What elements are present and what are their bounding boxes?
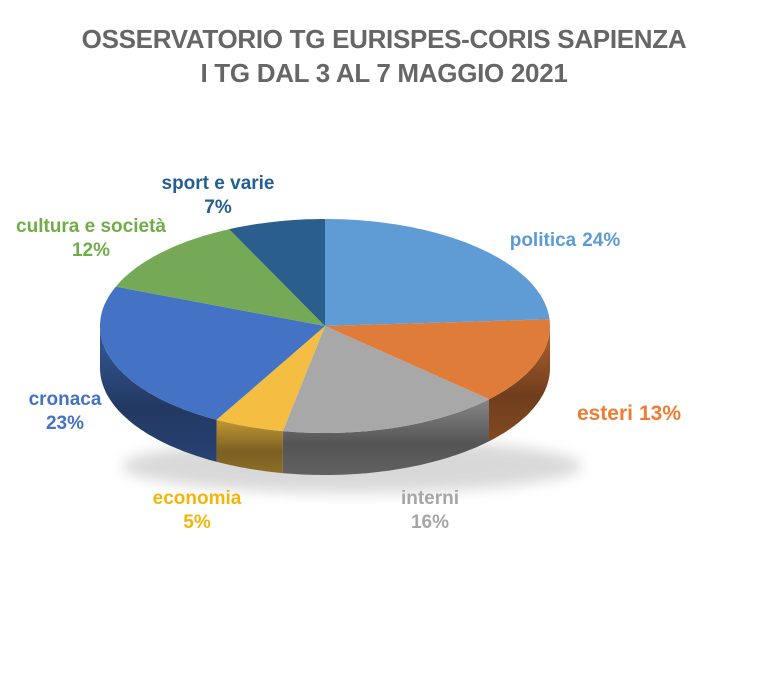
pie-label-sport-e-varie: sport e varie 7%	[146, 172, 290, 220]
pie-label-politica-pct: 24%	[582, 230, 621, 251]
pie-slice-sport-e-varie	[229, 219, 325, 326]
pie-slice-cronaca	[100, 286, 325, 420]
pie-slice-esteri	[325, 319, 550, 400]
pie-label-interni: interni 16%	[360, 487, 500, 535]
pie-slice-interni	[282, 326, 489, 433]
pie-label-economia-name: economia	[152, 488, 242, 509]
pie-slice-economia	[216, 326, 325, 432]
pie-label-cronaca: cronaca 23%	[14, 388, 116, 436]
pie-label-politica-name: politica	[509, 230, 577, 251]
pie-label-cronaca-name: cronaca	[28, 389, 102, 410]
pie-wall-esteri	[489, 326, 550, 442]
pie-wall-cronaca	[100, 326, 217, 462]
pie-label-esteri-pct: 13%	[639, 402, 682, 425]
pie-wall-economia	[216, 419, 283, 474]
pie-label-interni-pct: 16%	[410, 511, 450, 533]
page-title-line1: OSSERVATORIO TG EURISPES-CORIS SAPIENZA	[81, 24, 687, 54]
pie-label-sport-pct: 7%	[204, 196, 232, 218]
pie-label-politica: politica 24%	[470, 229, 660, 253]
pie-slice-cultura-e-società	[115, 229, 325, 326]
pie-label-economia: economia 5%	[127, 487, 267, 535]
pie-label-cronaca-pct: 23%	[45, 412, 85, 434]
pie-wall-interni	[282, 399, 489, 475]
pie-label-cultura-e-societa: cultura e società 12%	[8, 215, 174, 263]
pie-label-interni-name: interni	[400, 488, 460, 509]
pie-label-cultura-name: cultura e società	[16, 216, 166, 237]
page-title: OSSERVATORIO TG EURISPES-CORIS SAPIENZA …	[0, 22, 768, 90]
pie-label-economia-pct: 5%	[183, 511, 211, 533]
pie-label-esteri-name: esteri	[576, 402, 633, 425]
pie-label-cultura-pct: 12%	[71, 239, 111, 261]
page-title-line2: I TG DAL 3 AL 7 MAGGIO 2021	[200, 58, 568, 88]
pie-slice-politica	[325, 219, 550, 326]
footer-logos: EURISPES Dal 1982 l'Istituto di Ricerca …	[0, 590, 768, 675]
pie-label-sport-name: sport e varie	[161, 173, 275, 194]
pie-label-esteri: esteri 13%	[548, 401, 710, 427]
